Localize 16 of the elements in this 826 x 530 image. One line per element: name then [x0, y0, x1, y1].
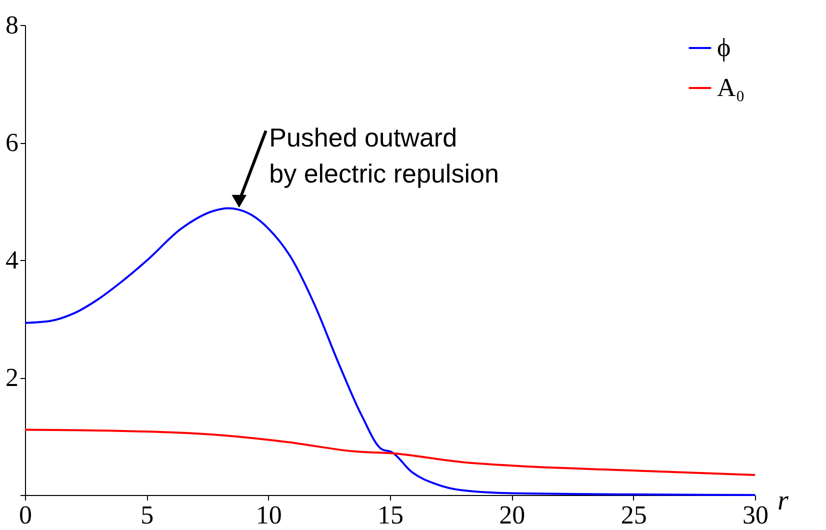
x-axis-title: r	[778, 486, 788, 516]
x-tick-label: 25	[620, 500, 647, 530]
x-tick-label: 5	[140, 500, 154, 530]
x-tick-label: 10	[256, 500, 282, 530]
x-tick-label: 30	[742, 500, 768, 530]
annotation: Pushed outward by electric repulsion	[269, 122, 499, 188]
y-tick-label: 2	[6, 363, 18, 392]
legend-label: ϕ	[717, 33, 731, 62]
line-series	[24, 428, 756, 476]
legend-label: A₀	[717, 73, 745, 102]
y-tick-label: 6	[6, 128, 18, 157]
x-tick-label: 20	[499, 500, 526, 530]
y-tick-label: 8	[6, 10, 18, 40]
y-tick-label: 4	[6, 246, 18, 274]
x-tick-label: 0	[19, 500, 32, 530]
x-tick-label: 15	[378, 500, 404, 530]
